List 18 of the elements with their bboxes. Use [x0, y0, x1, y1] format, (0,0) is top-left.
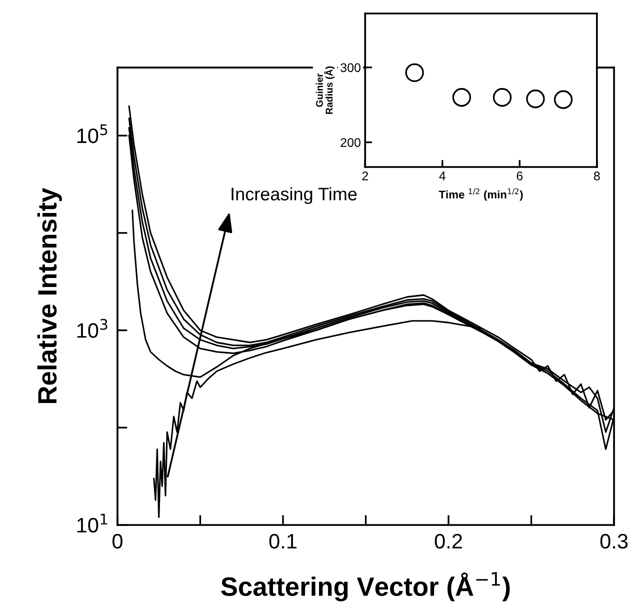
x-tick-label: 4	[439, 172, 446, 180]
y-tick-label: 300	[340, 63, 360, 72]
y-axis-title: Guinier Radius (Å)	[316, 66, 335, 114]
y-tick-label: 10$^{1}$	[77, 514, 108, 533]
x-axis-title: Time $^{1/2}$ (min$^{1/2}$)	[438, 188, 523, 201]
x-axis-title: Scattering Vector (Å$^{−1}$)	[221, 572, 510, 602]
y-axis-title: Relative Intensity	[37, 188, 62, 404]
x-tick-label: 6	[516, 172, 523, 180]
x-tick-label: 0	[112, 534, 122, 549]
y-tick-label: 200	[340, 138, 360, 147]
annotation: Increasing Time	[232, 187, 357, 204]
y-tick-label: 10$^{3}$	[77, 318, 108, 338]
x-tick-label: 2	[362, 172, 368, 180]
x-tick-label: 0.3	[600, 534, 628, 549]
x-tick-label: 0.1	[269, 534, 296, 549]
x-tick-label: 8	[594, 172, 600, 180]
x-tick-label: 0.2	[434, 534, 462, 549]
y-tick-label: 10$^{5}$	[77, 124, 108, 144]
